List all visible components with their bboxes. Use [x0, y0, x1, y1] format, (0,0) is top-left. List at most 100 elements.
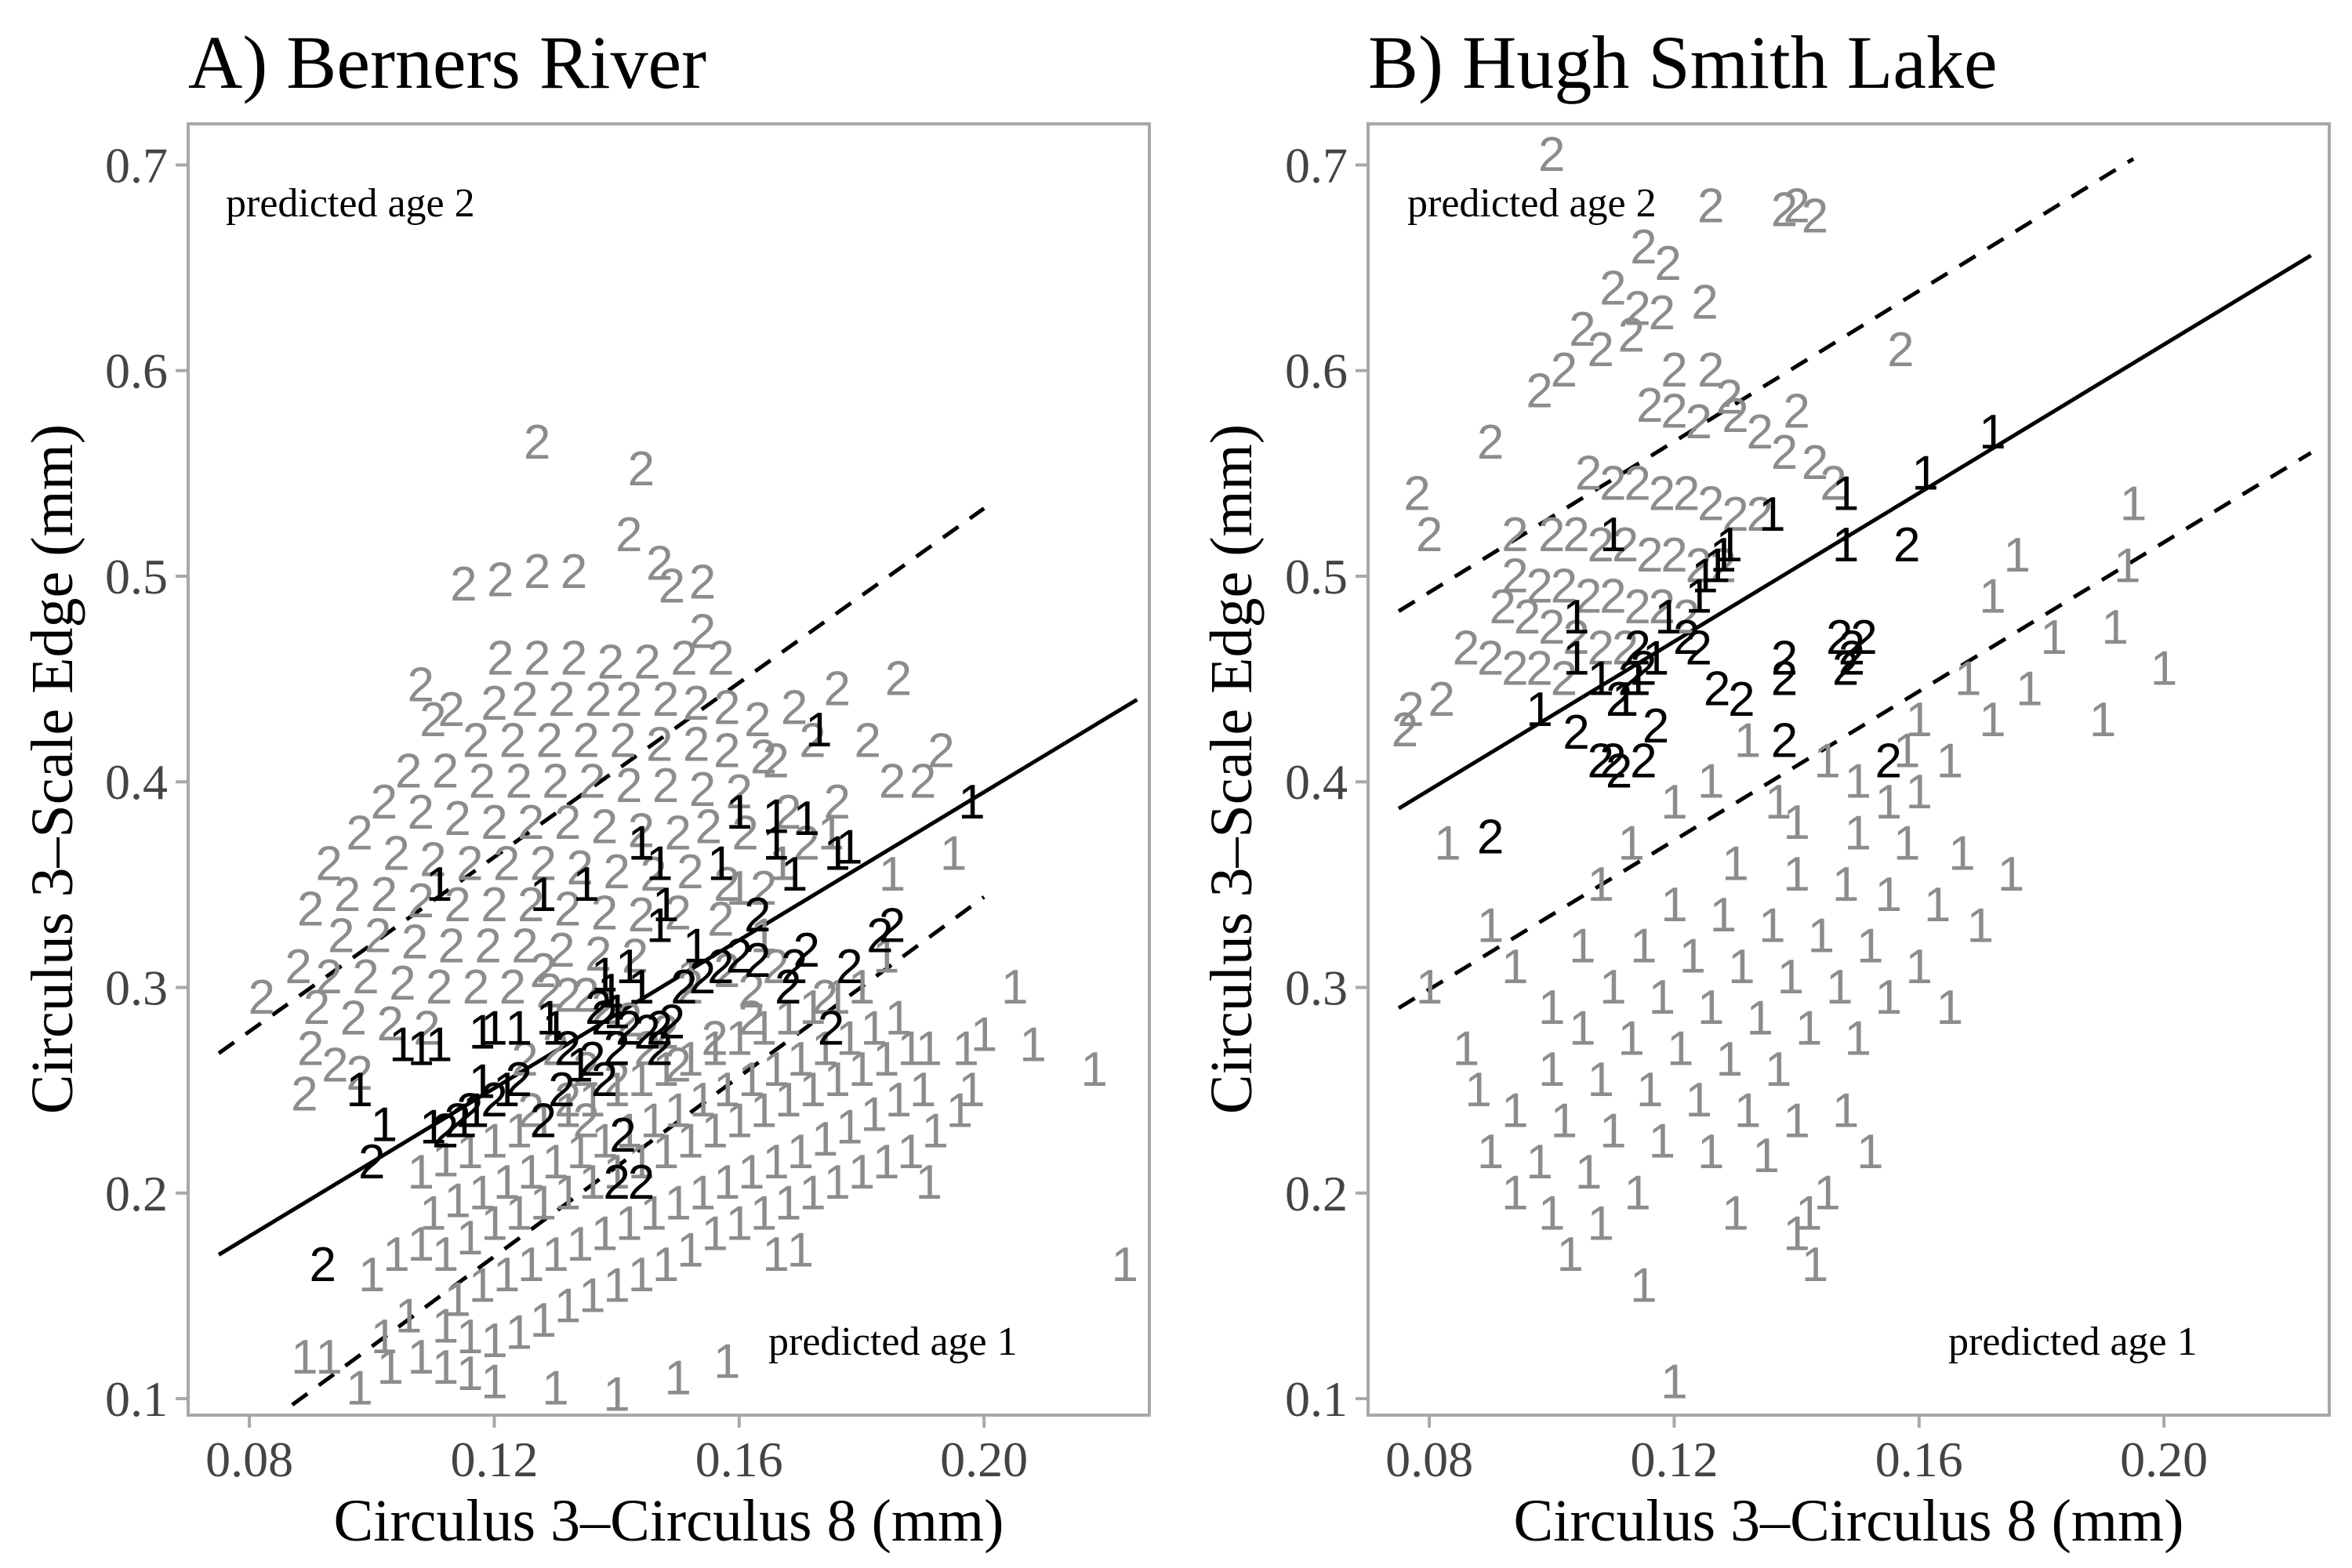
upper-dashed-line	[1397, 157, 2135, 613]
point-gray-age-1: 1	[1630, 920, 1657, 974]
point-black-age-2: 2	[530, 1094, 557, 1148]
point-gray-age-2: 2	[511, 673, 538, 727]
point-gray-age-2: 2	[689, 604, 716, 659]
point-gray-age-2: 2	[291, 1067, 318, 1121]
panel-hugh-smith-lake: B) Hugh Smith Lake 0.08 0.12 0.16 0.200.10.…	[1199, 20, 2331, 1554]
point-gray-age-2: 2	[572, 1043, 599, 1097]
point-gray-age-1: 1	[958, 1063, 985, 1117]
point-gray-age-2: 2	[328, 909, 354, 963]
point-gray-age-2: 2	[548, 924, 575, 978]
point-gray-age-2: 2	[524, 545, 550, 599]
point-black-age-1: 1	[1759, 488, 1785, 542]
point-gray-age-2: 2	[499, 713, 526, 768]
point-gray-age-2: 2	[1747, 488, 1773, 542]
point-gray-age-1: 1	[1936, 735, 1963, 789]
point-gray-age-2: 2	[701, 1012, 728, 1066]
point-black-age-2: 2	[670, 960, 697, 1014]
point-gray-age-1: 1	[456, 1211, 483, 1265]
point-gray-age-2: 2	[1612, 518, 1639, 572]
point-gray-age-2: 2	[554, 882, 581, 936]
point-gray-age-2: 2	[1802, 190, 1828, 244]
point-gray-age-1: 1	[505, 1306, 532, 1360]
x-tick-label: 0.16	[695, 1432, 783, 1487]
point-gray-age-1: 1	[689, 1166, 716, 1220]
point-black-age-2: 2	[1685, 621, 1711, 675]
point-gray-age-2: 2	[463, 713, 489, 768]
point-black-age-2: 2	[646, 1001, 673, 1055]
region-label-age-1: predicted age 1	[1948, 1319, 2198, 1364]
point-gray-age-1: 1	[677, 950, 703, 1004]
point-black-age-1: 1	[652, 878, 679, 932]
point-gray-age-1: 1	[1875, 868, 1902, 922]
point-gray-age-1: 1	[1080, 1043, 1107, 1097]
point-gray-age-1: 1	[371, 1310, 397, 1364]
point-gray-age-1: 1	[1587, 1197, 1613, 1251]
point-gray-age-1: 1	[762, 1135, 789, 1189]
point-gray-age-1: 1	[1538, 1043, 1565, 1097]
point-black-age-1: 1	[1710, 528, 1737, 583]
point-gray-age-2: 2	[811, 971, 838, 1025]
point-black-age-1: 1	[591, 948, 618, 1002]
point-gray-age-1: 1	[1893, 724, 1920, 778]
point-gray-age-1: 1	[481, 1314, 507, 1368]
point-black-age-2: 2	[1771, 652, 1798, 706]
point-gray-age-1: 1	[738, 1145, 764, 1200]
point-black-age-2: 2	[579, 1033, 605, 1087]
point-gray-age-2: 2	[383, 827, 409, 881]
x-tick-label: 0.12	[1630, 1432, 1718, 1487]
point-gray-age-1: 1	[848, 960, 875, 1014]
point-gray-age-2: 2	[1599, 456, 1626, 510]
point-gray-age-1: 1	[726, 1197, 753, 1251]
point-gray-age-2: 2	[1587, 518, 1613, 572]
point-black-age-1: 1	[628, 960, 655, 1014]
point-gray-age-1: 1	[652, 1043, 679, 1097]
point-gray-age-1: 1	[2004, 528, 2031, 583]
point-gray-age-1: 1	[591, 1207, 618, 1261]
point-gray-age-2: 2	[567, 841, 593, 895]
point-gray-age-1: 1	[407, 1218, 434, 1272]
point-gray-age-2: 2	[1599, 261, 1626, 315]
point-black-age-2: 2	[1624, 621, 1650, 675]
point-gray-age-1: 1	[1783, 848, 1809, 902]
point-gray-age-2: 2	[793, 816, 819, 870]
point-gray-age-2: 2	[652, 673, 679, 727]
point-gray-age-1: 1	[628, 1135, 655, 1189]
point-gray-age-1: 1	[579, 1269, 605, 1323]
point-gray-age-1: 1	[1526, 1135, 1552, 1189]
point-gray-age-1: 1	[603, 1367, 630, 1421]
point-gray-age-1: 1	[818, 806, 844, 860]
point-gray-age-2: 2	[1661, 528, 1687, 583]
point-gray-age-2: 2	[664, 806, 691, 860]
solid-fit-line	[1397, 253, 2312, 811]
point-gray-age-1: 1	[1936, 981, 1963, 1035]
point-black-age-1: 1	[762, 789, 789, 844]
point-gray-age-1: 1	[432, 1300, 459, 1354]
point-gray-age-1: 1	[505, 1186, 532, 1240]
point-black-age-2: 2	[646, 1022, 673, 1076]
point-gray-age-2: 2	[1654, 237, 1681, 291]
point-gray-age-1: 1	[664, 1176, 691, 1230]
point-gray-age-1: 1	[1501, 1166, 1528, 1220]
point-gray-age-2: 2	[909, 755, 936, 809]
point-gray-age-2: 2	[646, 537, 673, 591]
point-gray-age-1: 1	[1587, 1053, 1613, 1107]
point-black-age-1: 1	[1587, 652, 1613, 706]
point-gray-age-1: 1	[456, 1125, 483, 1179]
point-gray-age-1: 1	[701, 1022, 728, 1076]
regression-lines	[217, 506, 1138, 1406]
point-gray-age-2: 2	[1477, 416, 1504, 470]
point-gray-age-1: 1	[542, 1135, 568, 1189]
point-gray-age-2: 2	[591, 981, 618, 1035]
point-black-age-2: 2	[1771, 713, 1798, 768]
point-gray-age-2: 2	[1575, 446, 1602, 500]
point-gray-age-1: 1	[530, 1294, 557, 1348]
point-gray-age-2: 2	[1538, 601, 1565, 655]
point-gray-age-1: 1	[1416, 960, 1443, 1014]
point-gray-age-1: 1	[542, 1361, 568, 1415]
point-black-age-1: 1	[572, 858, 599, 912]
point-gray-age-2: 2	[713, 944, 740, 998]
point-gray-age-1: 1	[1752, 1129, 1779, 1183]
point-gray-age-2: 2	[1887, 323, 1914, 377]
point-gray-age-1: 1	[1844, 1012, 1871, 1066]
point-gray-age-1: 1	[505, 1105, 532, 1159]
